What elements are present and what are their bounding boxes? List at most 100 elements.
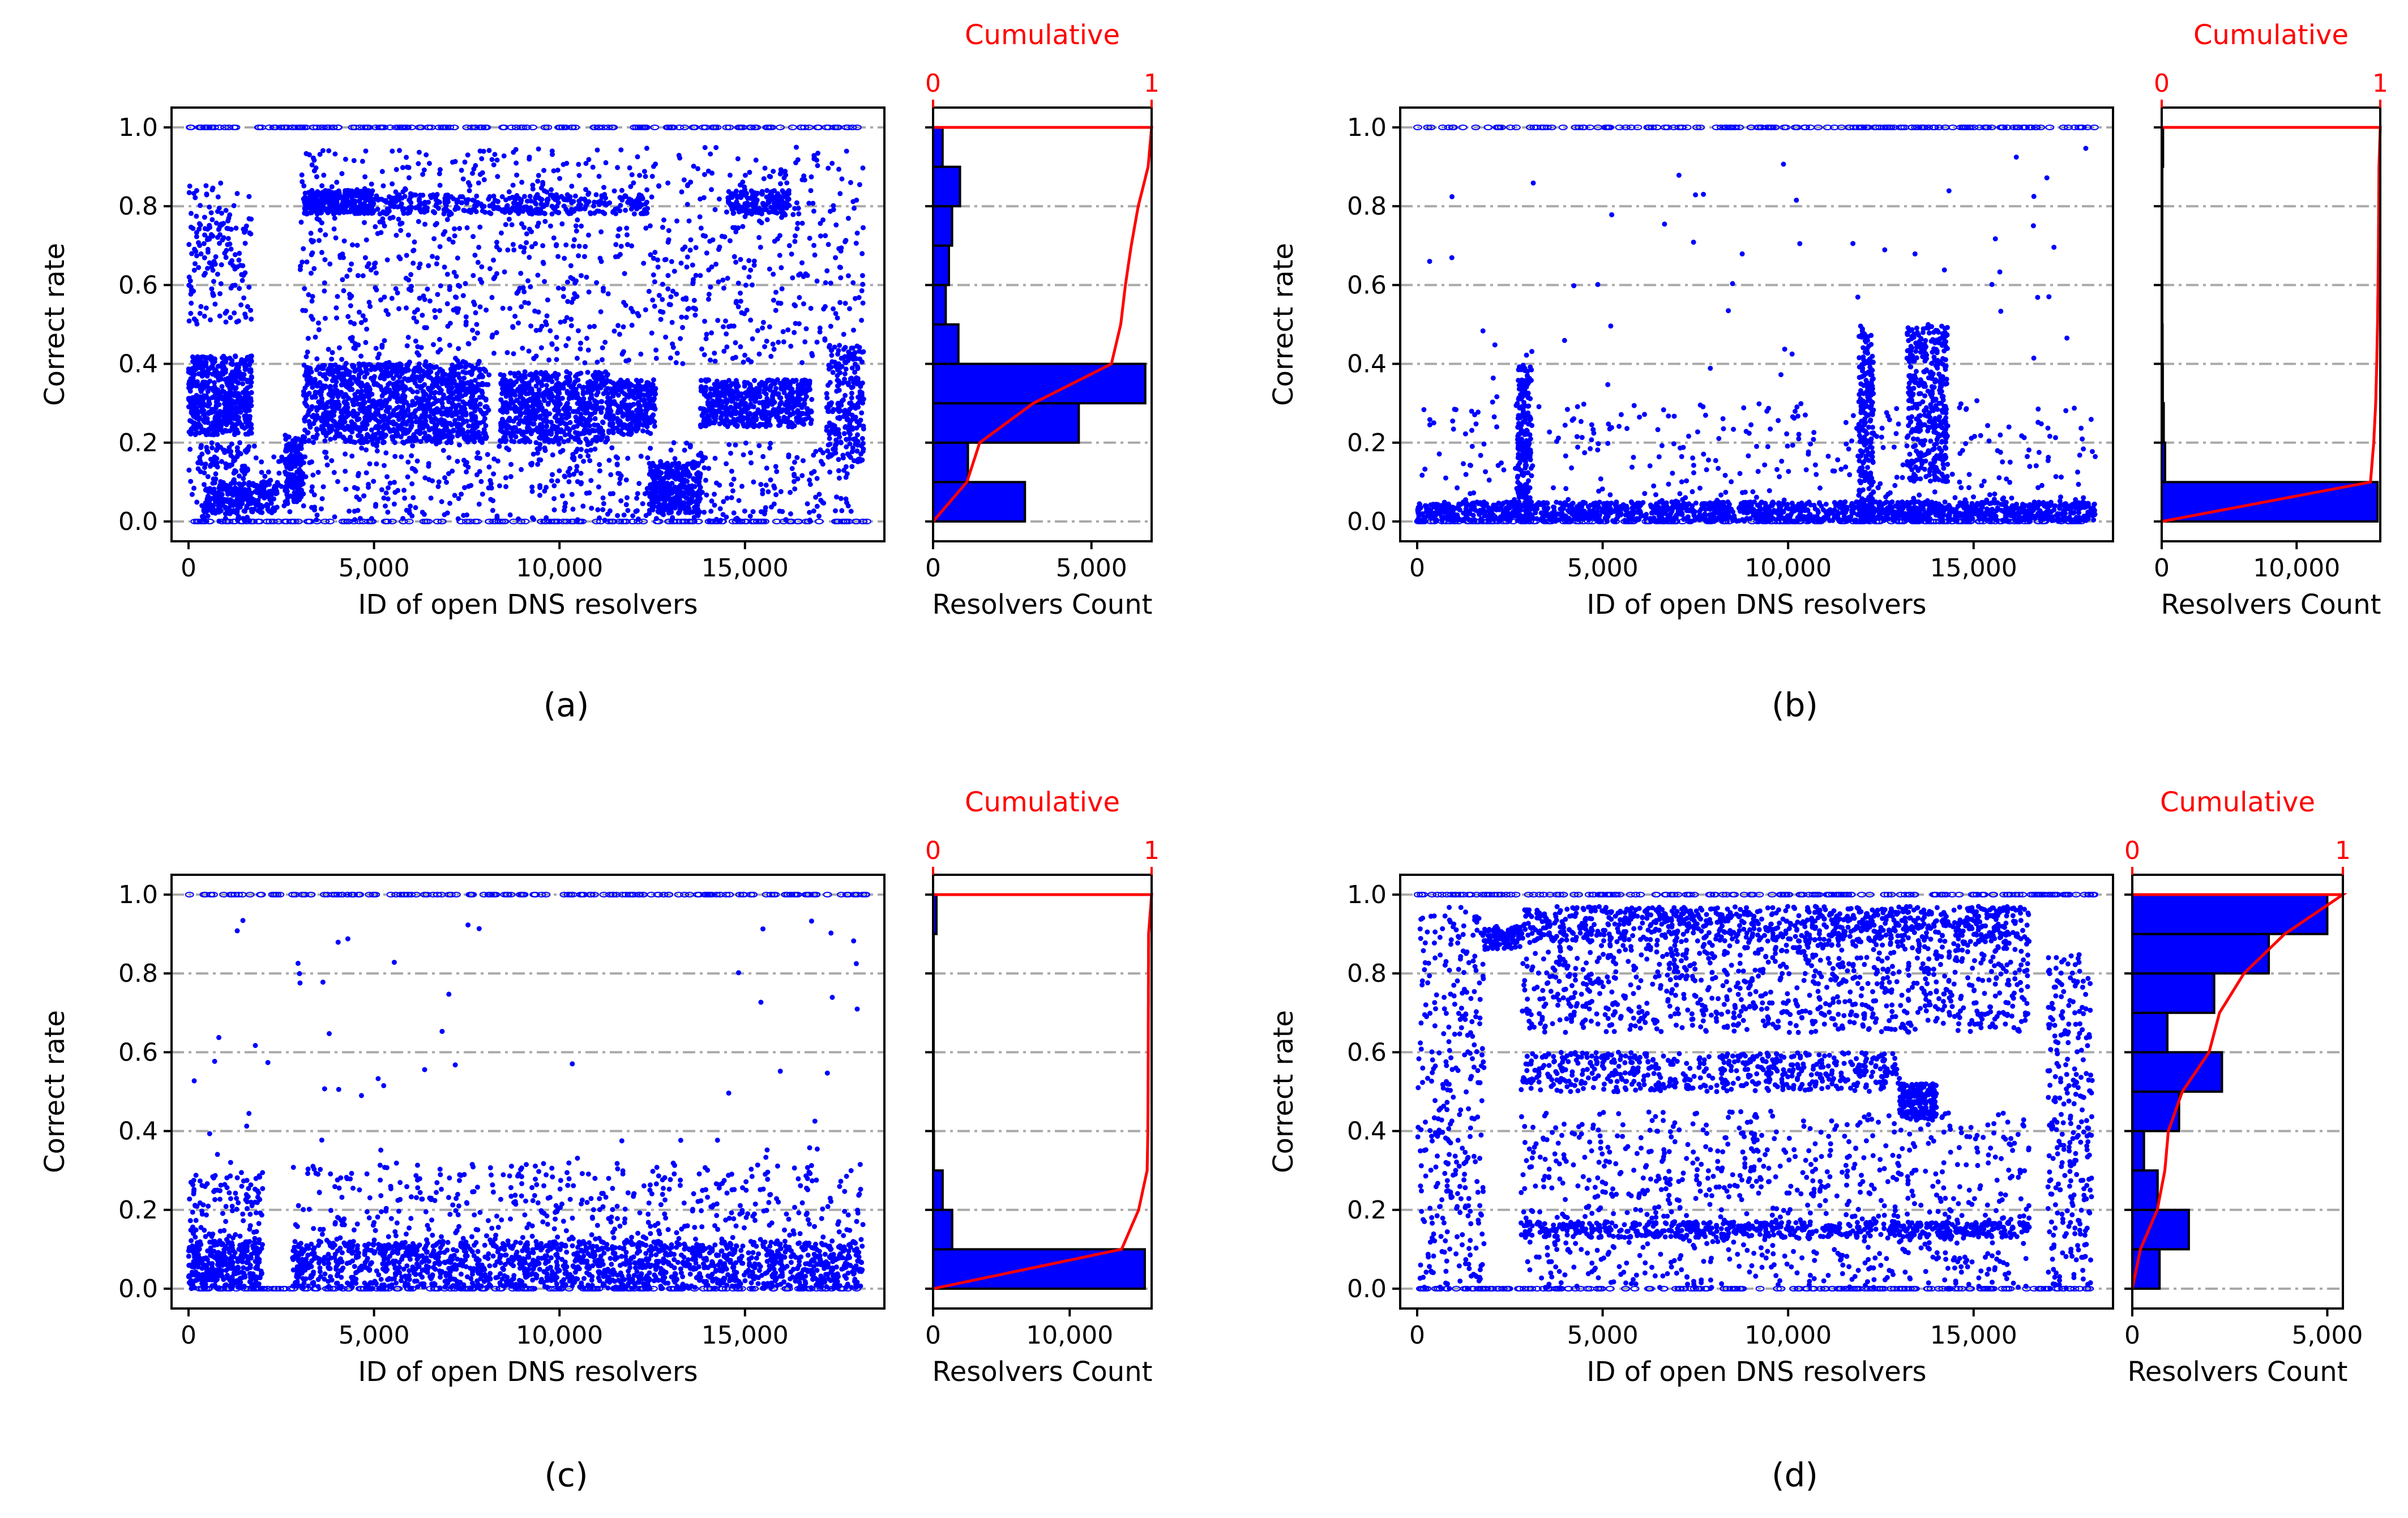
scatter-point [225,398,230,404]
scatter-point [571,381,577,387]
scatter-point [857,345,862,350]
scatter-point [577,421,583,426]
scatter-point [202,482,207,488]
scatter-point [832,360,837,365]
scatter-point [283,471,289,477]
scatter-point [328,437,333,442]
scatter-point [605,386,610,391]
scatter-point [311,421,316,426]
scatter-point [347,369,352,375]
scatter-point [346,426,352,431]
scatter-point [202,226,208,232]
scatter-point [375,418,381,424]
scatter-point [581,396,587,401]
scatter-point [422,371,427,377]
scatter-point [228,285,234,291]
scatter-point [371,432,377,438]
scatter-point [195,357,201,363]
scatter-point [358,370,364,375]
scatter-point [373,404,378,410]
scatter-point [598,425,604,431]
scatter-point [438,387,444,393]
scatter-point [232,431,238,437]
scatter-point [335,399,341,404]
scatter-point [773,386,779,391]
scatter-point [695,474,701,480]
scatter-point [234,319,239,325]
scatter-point [223,208,229,213]
scatter-point [498,408,504,413]
scatter-point [194,234,199,240]
scatter-point [840,452,846,458]
scatter-point [388,371,394,377]
scatter-point [243,490,249,496]
scatter-point [546,438,551,443]
scatter-point [431,379,437,384]
scatter-point [507,416,512,422]
scatter-point [433,399,439,404]
scatter-point [539,422,544,427]
scatter-point [477,366,482,372]
scatter-point [218,180,224,186]
scatter-point [849,385,854,390]
scatter-point [651,403,657,408]
scatter-point [712,390,718,396]
scatter-point [644,424,650,430]
scatter-point [339,382,345,387]
scatter-point [837,343,842,348]
scatter-point [201,412,206,417]
scatter-point [209,286,215,292]
scatter-point [564,369,570,374]
scatter-point [459,429,464,435]
scatter-point [511,439,517,444]
scatter-point [383,369,388,375]
scatter-point [612,384,618,389]
scatter-point [213,373,219,378]
scatter-point [652,419,657,425]
scatter-point [198,251,204,256]
scatter-point [215,209,220,214]
scatter-point [827,431,832,437]
scatter-point [576,396,582,401]
scatter-point [511,425,517,430]
scatter-point [629,383,635,388]
scatter-point [237,286,242,291]
scatter-point [467,436,473,441]
scatter-point [233,225,239,231]
scatter-point [557,396,562,401]
scatter-point [324,414,330,420]
scatter-point [586,384,592,390]
scatter-point [728,420,733,426]
scatter-point [555,418,561,424]
scatter-point [223,427,228,433]
scatter-point [241,295,247,301]
scatter-point [523,391,529,396]
scatter-point [508,370,514,376]
scatter-point [601,380,607,386]
scatter-point [797,401,802,407]
scatter-point [245,395,250,401]
scatter-point [350,374,356,380]
scatter-point [456,416,462,421]
scatter-point [193,195,198,200]
scatter-point [205,388,211,394]
scatter-point [358,391,364,397]
scatter-point [267,497,273,503]
scatter-point [187,278,193,284]
scatter-point [204,237,210,242]
scatter-point [200,366,206,372]
scatter-point [848,400,854,405]
scatter-point [520,396,526,402]
scatter-point [342,409,348,415]
scatter-point [712,410,718,416]
scatter-point [603,369,608,375]
scatter-point [859,349,865,355]
scatter-point [645,388,651,394]
scatter-point [764,398,769,404]
scatter-point [242,241,248,246]
scatter-point [408,414,413,420]
scatter-point [703,384,709,390]
scatter-point [592,422,598,428]
scatter-point [827,420,832,426]
scatter-point [219,221,224,227]
